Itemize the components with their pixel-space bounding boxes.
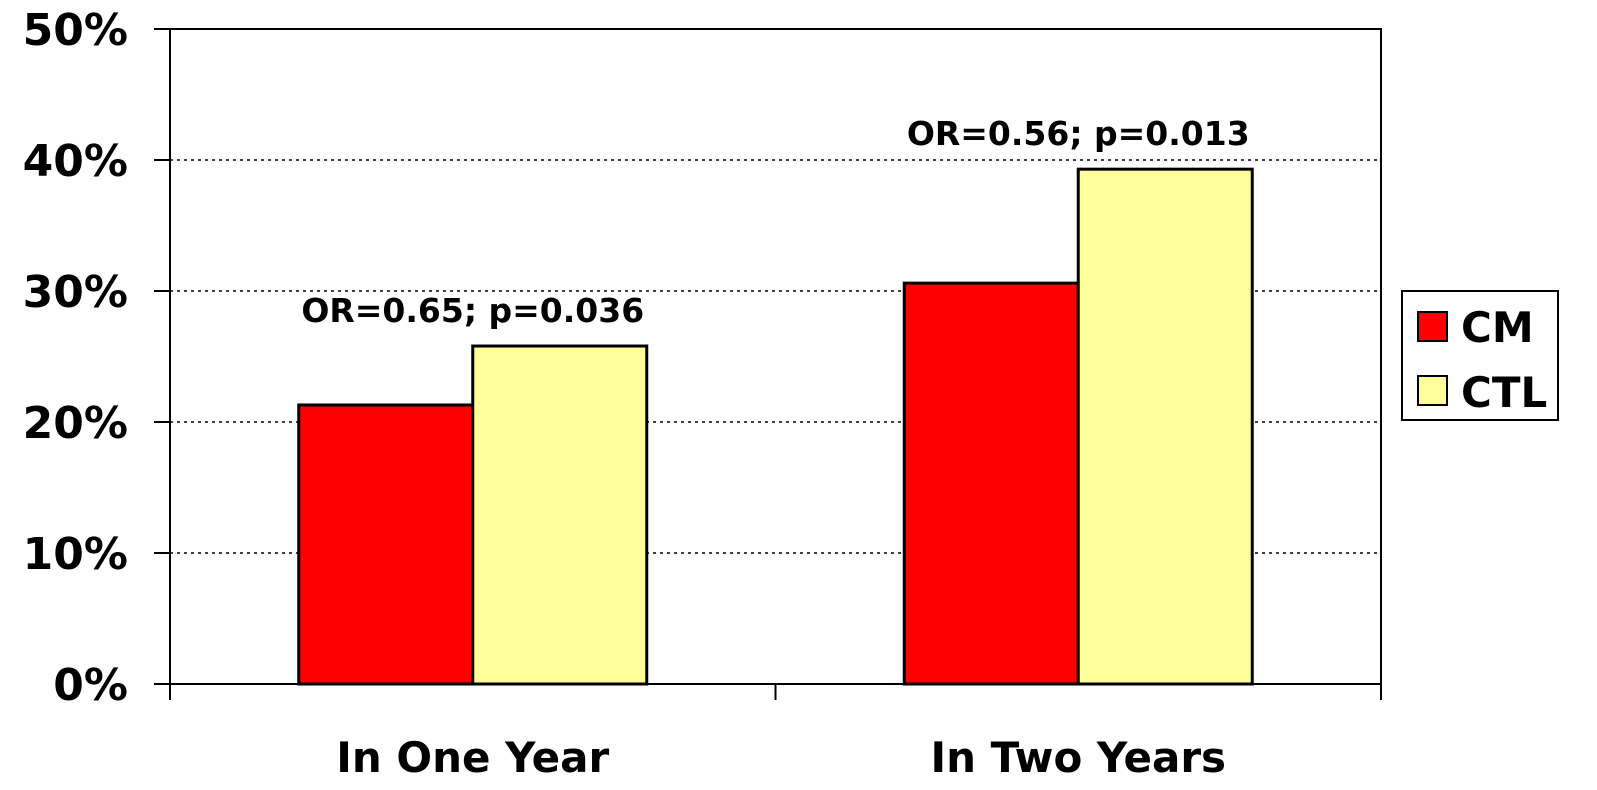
bar-cm-2 bbox=[902, 281, 1080, 686]
legend-swatch-cm bbox=[1417, 311, 1448, 342]
legend-label-ctl: CTL bbox=[1461, 368, 1547, 417]
x-tick-label: In One Year bbox=[336, 733, 609, 782]
y-tick-label: 40% bbox=[23, 136, 128, 187]
y-tick-label: 20% bbox=[23, 398, 128, 449]
y-tick-label: 0% bbox=[53, 660, 128, 711]
bar-cm-1 bbox=[297, 403, 475, 686]
axes bbox=[154, 28, 1382, 700]
x-tick-label: In Two Years bbox=[930, 733, 1226, 782]
bar-ctl-1 bbox=[471, 344, 649, 686]
legend-swatch-ctl bbox=[1417, 375, 1448, 406]
bar-ctl-2 bbox=[1076, 167, 1254, 686]
legend: CM CTL bbox=[1401, 290, 1559, 421]
annotation-label: OR=0.56; p=0.013 bbox=[907, 114, 1250, 153]
legend-label-cm: CM bbox=[1461, 303, 1534, 352]
x-tick-labels: In One Year In Two Years bbox=[336, 733, 1226, 782]
annotation-label: OR=0.65; p=0.036 bbox=[301, 291, 644, 330]
y-tick-label: 50% bbox=[23, 5, 128, 56]
y-tick-labels: 0% 10% 20% 30% 40% 50% bbox=[23, 5, 128, 711]
annotations: OR=0.65; p=0.036 OR=0.56; p=0.013 bbox=[301, 114, 1249, 330]
y-tick-label: 10% bbox=[23, 529, 128, 580]
bars bbox=[297, 167, 1254, 686]
y-tick-label: 30% bbox=[23, 267, 128, 318]
